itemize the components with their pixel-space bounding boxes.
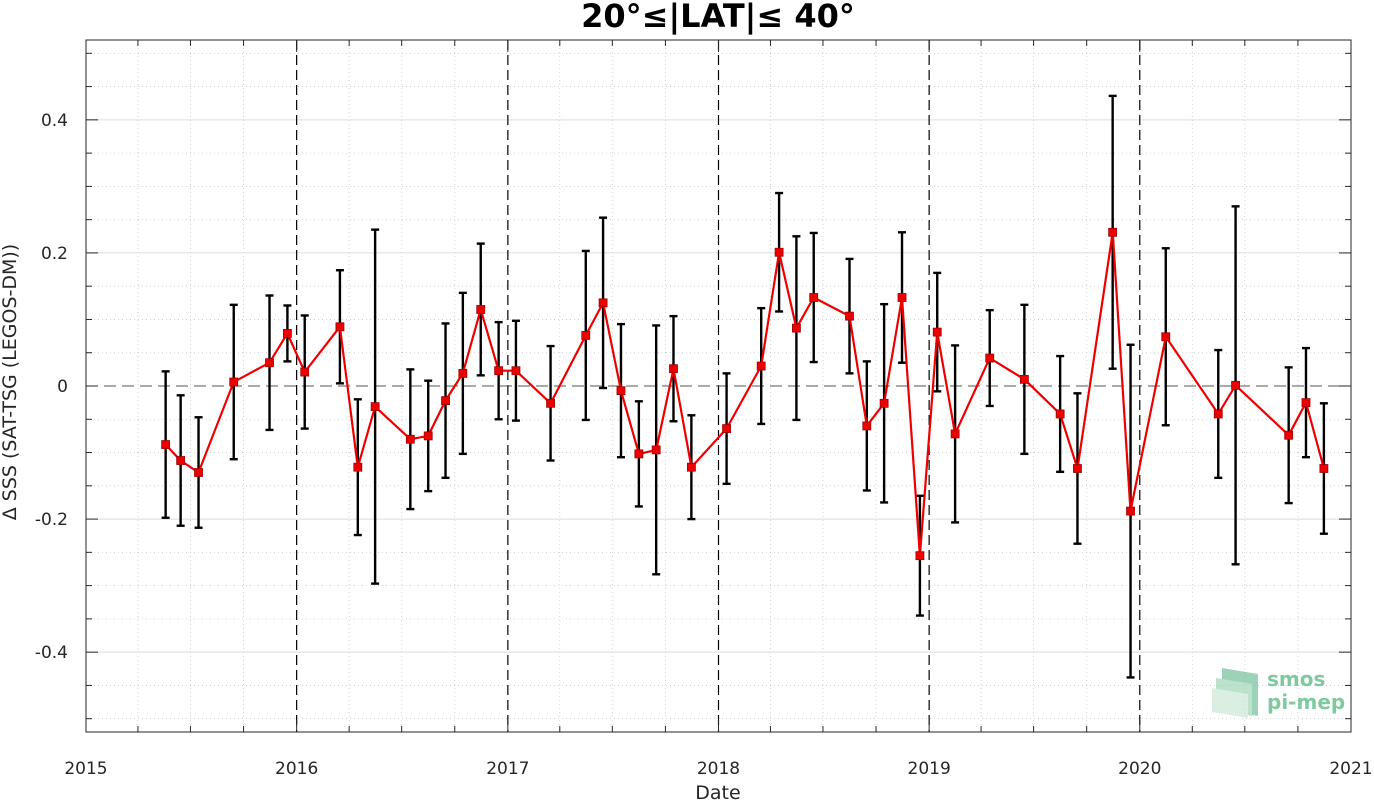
data-point: [950, 429, 960, 439]
plot-frame: [85, 39, 1352, 733]
data-point: [458, 368, 468, 378]
data-point: [722, 424, 731, 433]
data-point: [686, 462, 696, 472]
data-point: [756, 361, 766, 371]
x-tick-label: 2017: [486, 759, 529, 779]
data-point: [651, 445, 661, 455]
data-point: [862, 421, 872, 431]
data-point: [476, 305, 486, 314]
data-point: [546, 398, 555, 408]
series-markers: [161, 227, 1329, 561]
data-point: [985, 353, 995, 363]
data-point: [634, 449, 644, 459]
data-point: [265, 358, 274, 368]
data-point: [176, 456, 186, 465]
data-point: [598, 298, 608, 308]
x-tick-label: 2021: [1329, 759, 1372, 779]
y-tick-label: 0.4: [41, 111, 68, 131]
y-tick-label: -0.4: [35, 643, 68, 663]
chart-title: 20°≤|LAT|≤ 40°: [581, 0, 855, 36]
x-axis-label: Date: [695, 782, 740, 801]
data-point: [300, 367, 310, 377]
x-tick-label: 2019: [908, 759, 951, 779]
data-point: [809, 293, 819, 302]
axis-ticks: [85, 40, 1352, 732]
data-point: [897, 293, 907, 302]
data-point: [405, 434, 415, 444]
data-point: [1319, 464, 1329, 473]
y-axis-label: Δ SSS (SAT-TSG (LEGOS-DM)): [0, 244, 21, 520]
data-point: [335, 322, 345, 332]
x-tick-label: 2016: [275, 759, 318, 779]
data-point: [879, 398, 889, 408]
data-point: [581, 331, 591, 340]
data-point: [774, 247, 784, 257]
data-point: [792, 323, 801, 333]
y-tick-label: 0.2: [41, 244, 68, 264]
data-point: [194, 468, 203, 477]
data-point: [932, 327, 942, 337]
data-point: [1231, 380, 1240, 390]
data-point: [370, 402, 380, 412]
logo-text-smos: smos: [1267, 667, 1325, 691]
smos-pi-mep-logo: smos pi-mep: [1212, 667, 1345, 718]
data-point: [1073, 464, 1082, 473]
data-point: [1301, 398, 1311, 408]
x-tick-label: 2018: [697, 759, 740, 779]
logo-waves-icon: [1212, 668, 1258, 718]
data-point: [1055, 409, 1065, 419]
x-tick-labels: 2015 2016 2017 2018 2019 2020 2021: [64, 759, 1372, 779]
data-point: [353, 462, 363, 472]
data-point: [161, 440, 171, 449]
y-tick-label: 0: [57, 377, 68, 397]
data-point: [669, 364, 678, 374]
x-tick-label: 2015: [64, 759, 107, 779]
data-point: [1284, 430, 1294, 440]
data-point: [511, 366, 521, 376]
data-point: [1019, 374, 1029, 384]
logo-text-pi-mep: pi-mep: [1267, 690, 1345, 714]
y-tick-labels: -0.4 -0.2 0 0.2 0.4: [35, 111, 68, 663]
data-point: [915, 551, 925, 561]
data-point: [1161, 332, 1171, 342]
data-point: [441, 396, 450, 406]
data-point: [423, 431, 433, 441]
data-point: [845, 311, 854, 321]
data-point: [494, 366, 504, 376]
data-point: [1213, 409, 1223, 419]
data-point: [283, 329, 292, 338]
data-point: [1108, 227, 1118, 237]
x-tick-label: 2020: [1118, 759, 1161, 779]
data-point: [1126, 506, 1135, 516]
data-point: [616, 386, 626, 396]
y-tick-label: -0.2: [35, 510, 68, 530]
data-point: [229, 377, 239, 387]
error-bars: [161, 94, 1328, 679]
